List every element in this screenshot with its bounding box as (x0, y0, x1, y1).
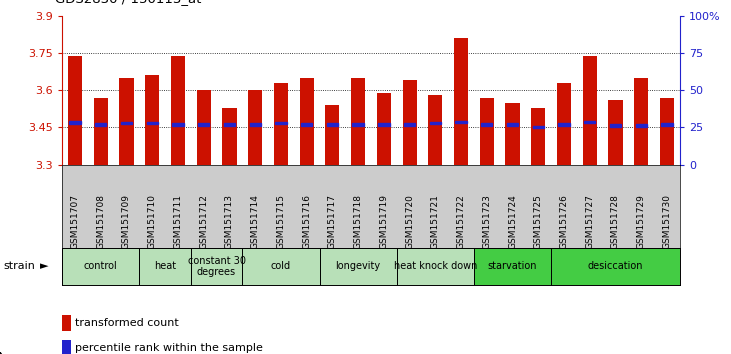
Bar (584, 121, 596, 123)
Bar (62, 248, 140, 285)
Bar (242, 248, 319, 285)
Bar (121, 122, 132, 124)
Text: heat: heat (154, 261, 176, 272)
Text: percentile rank within the sample: percentile rank within the sample (75, 343, 263, 353)
Bar (300, 78, 314, 165)
Text: strain: strain (4, 261, 36, 272)
Bar (397, 248, 474, 285)
Text: ►: ► (40, 261, 49, 272)
Bar (505, 103, 520, 165)
Bar (327, 123, 338, 126)
Text: transformed count: transformed count (75, 318, 179, 328)
Text: longevity: longevity (336, 261, 381, 272)
Bar (197, 90, 211, 165)
Bar (403, 80, 417, 165)
Text: cold: cold (271, 261, 291, 272)
Bar (660, 98, 674, 165)
Bar (274, 83, 288, 165)
Text: desiccation: desiccation (588, 261, 643, 272)
Text: control: control (84, 261, 118, 272)
Bar (583, 56, 596, 165)
Bar (430, 122, 441, 124)
Bar (198, 123, 209, 126)
Bar (95, 123, 107, 126)
Bar (533, 126, 544, 128)
Bar (276, 122, 287, 124)
Bar (557, 83, 571, 165)
Bar (145, 75, 159, 165)
Bar (378, 123, 390, 126)
Bar (325, 105, 339, 165)
Bar (455, 121, 466, 123)
Bar (68, 56, 82, 165)
Bar (608, 100, 623, 165)
Bar (171, 56, 185, 165)
Bar (480, 98, 494, 165)
Bar (507, 123, 518, 126)
Bar (376, 93, 391, 165)
Bar (191, 248, 242, 285)
Text: starvation: starvation (488, 261, 537, 272)
Bar (249, 123, 261, 126)
Bar (610, 124, 621, 127)
Bar (351, 78, 366, 165)
Text: heat knock down: heat knock down (393, 261, 477, 272)
Bar (146, 122, 158, 124)
Bar (224, 123, 235, 126)
Bar (635, 124, 647, 127)
Bar (558, 123, 569, 126)
Bar (635, 78, 648, 165)
Bar (119, 78, 134, 165)
Bar (69, 121, 80, 124)
Bar (140, 248, 191, 285)
Text: constant 30
degrees: constant 30 degrees (188, 256, 246, 277)
Bar (173, 123, 183, 126)
Bar (531, 108, 545, 165)
Bar (474, 248, 551, 285)
Bar (352, 123, 364, 126)
Bar (301, 123, 312, 126)
Bar (551, 248, 680, 285)
Text: GDS2830 / 150113_at: GDS2830 / 150113_at (55, 0, 201, 5)
Bar (454, 38, 468, 165)
Bar (319, 248, 397, 285)
Bar (404, 123, 415, 126)
Bar (248, 90, 262, 165)
Bar (428, 95, 442, 165)
Bar (94, 98, 107, 165)
Bar (222, 108, 237, 165)
Bar (481, 123, 493, 126)
Bar (662, 123, 673, 126)
